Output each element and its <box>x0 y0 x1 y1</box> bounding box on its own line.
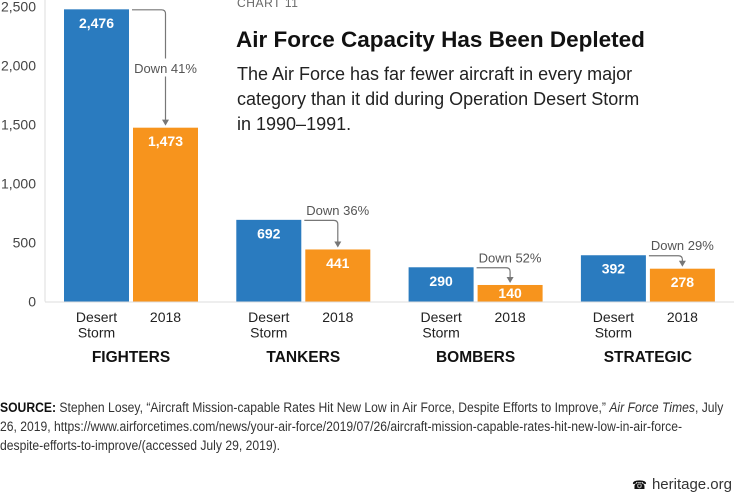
bar-desert-storm <box>408 267 474 302</box>
y-tick-label: 500 <box>13 235 37 251</box>
change-annotation: Down 41% <box>134 61 197 76</box>
chart-title: Air Force Capacity Has Been Depleted <box>236 27 645 52</box>
series-label-desert-storm: Storm <box>595 325 632 341</box>
series-label-desert-storm: Desert <box>76 309 117 325</box>
source-note: SOURCE: Stephen Losey, “Aircraft Mission… <box>0 398 734 455</box>
category-label: STRATEGIC <box>604 349 692 366</box>
arrow-down-icon <box>162 119 169 126</box>
bar-desert-storm <box>236 219 302 302</box>
series-label-2018: 2018 <box>150 309 181 325</box>
subtitle-line: in 1990–1991. <box>237 114 352 134</box>
change-connector-line <box>476 267 511 278</box>
arrow-down-icon <box>678 260 686 267</box>
bar-2018 <box>649 268 715 302</box>
change-annotation: Down 36% <box>306 203 369 218</box>
change-connector-line <box>648 255 683 262</box>
value-label: 441 <box>326 255 350 271</box>
series-label-2018: 2018 <box>322 309 353 325</box>
source-line: despite-efforts-to-improve/(accessed Jul… <box>0 438 281 453</box>
bar-2018 <box>477 284 543 302</box>
source-publication: Air Force Times <box>609 400 695 415</box>
value-label: 290 <box>429 273 453 289</box>
series-label-2018: 2018 <box>495 309 526 325</box>
subtitle-line: The Air Force has far fewer aircraft in … <box>237 64 633 84</box>
series-label-2018: 2018 <box>667 309 698 325</box>
arrow-down-icon <box>506 276 514 283</box>
footer-credit: ☎ heritage.org <box>632 475 732 495</box>
bar-desert-storm <box>64 9 129 302</box>
y-tick-label: 2,500 <box>1 0 36 15</box>
annotation-background <box>135 58 196 77</box>
series-label-desert-storm: Storm <box>422 325 459 341</box>
change-annotation: Down 52% <box>479 250 542 265</box>
y-tick-label: 0 <box>28 294 36 310</box>
series-label-desert-storm: Storm <box>78 325 115 341</box>
category-label: BOMBERS <box>436 349 515 366</box>
value-label: 278 <box>671 274 695 290</box>
source-label: SOURCE: <box>0 400 57 415</box>
bar-2018 <box>133 127 198 302</box>
value-label: 692 <box>257 225 281 241</box>
series-label-desert-storm: Desert <box>420 309 461 325</box>
change-annotation: Down 29% <box>651 238 714 253</box>
source-line: 26, 2019, https://www.airforcetimes.com/… <box>0 419 683 434</box>
chart-subtitle: The Air Force has far fewer aircraft in … <box>237 62 639 137</box>
y-tick-label: 1,500 <box>1 117 36 133</box>
value-label: 392 <box>602 261 626 277</box>
y-tick-label: 2,000 <box>1 58 36 74</box>
change-connector-line <box>132 9 167 121</box>
value-label: 2,476 <box>79 15 114 31</box>
liberty-bell-icon: ☎ <box>631 478 647 492</box>
chart-number: CHART 11 <box>237 0 299 10</box>
source-text: , July <box>694 400 724 415</box>
y-tick-label: 1,000 <box>1 176 36 192</box>
footer-site[interactable]: heritage.org <box>651 476 732 493</box>
series-label-desert-storm: Desert <box>248 309 289 325</box>
arrow-down-icon <box>334 241 342 248</box>
source-text: Stephen Losey, “Aircraft Mission-capable… <box>56 400 610 415</box>
value-label: 1,473 <box>148 133 183 149</box>
subtitle-line: category than it did during Operation De… <box>237 89 640 109</box>
change-connector-line <box>304 219 339 243</box>
category-label: FIGHTERS <box>92 349 170 366</box>
series-label-desert-storm: Desert <box>593 309 634 325</box>
category-label: TANKERS <box>266 349 340 366</box>
source-line: SOURCE: Stephen Losey, “Aircraft Mission… <box>0 398 723 417</box>
bar-2018 <box>305 249 371 302</box>
bar-desert-storm <box>580 255 646 302</box>
series-label-desert-storm: Storm <box>250 325 287 341</box>
value-label: 140 <box>498 285 522 301</box>
